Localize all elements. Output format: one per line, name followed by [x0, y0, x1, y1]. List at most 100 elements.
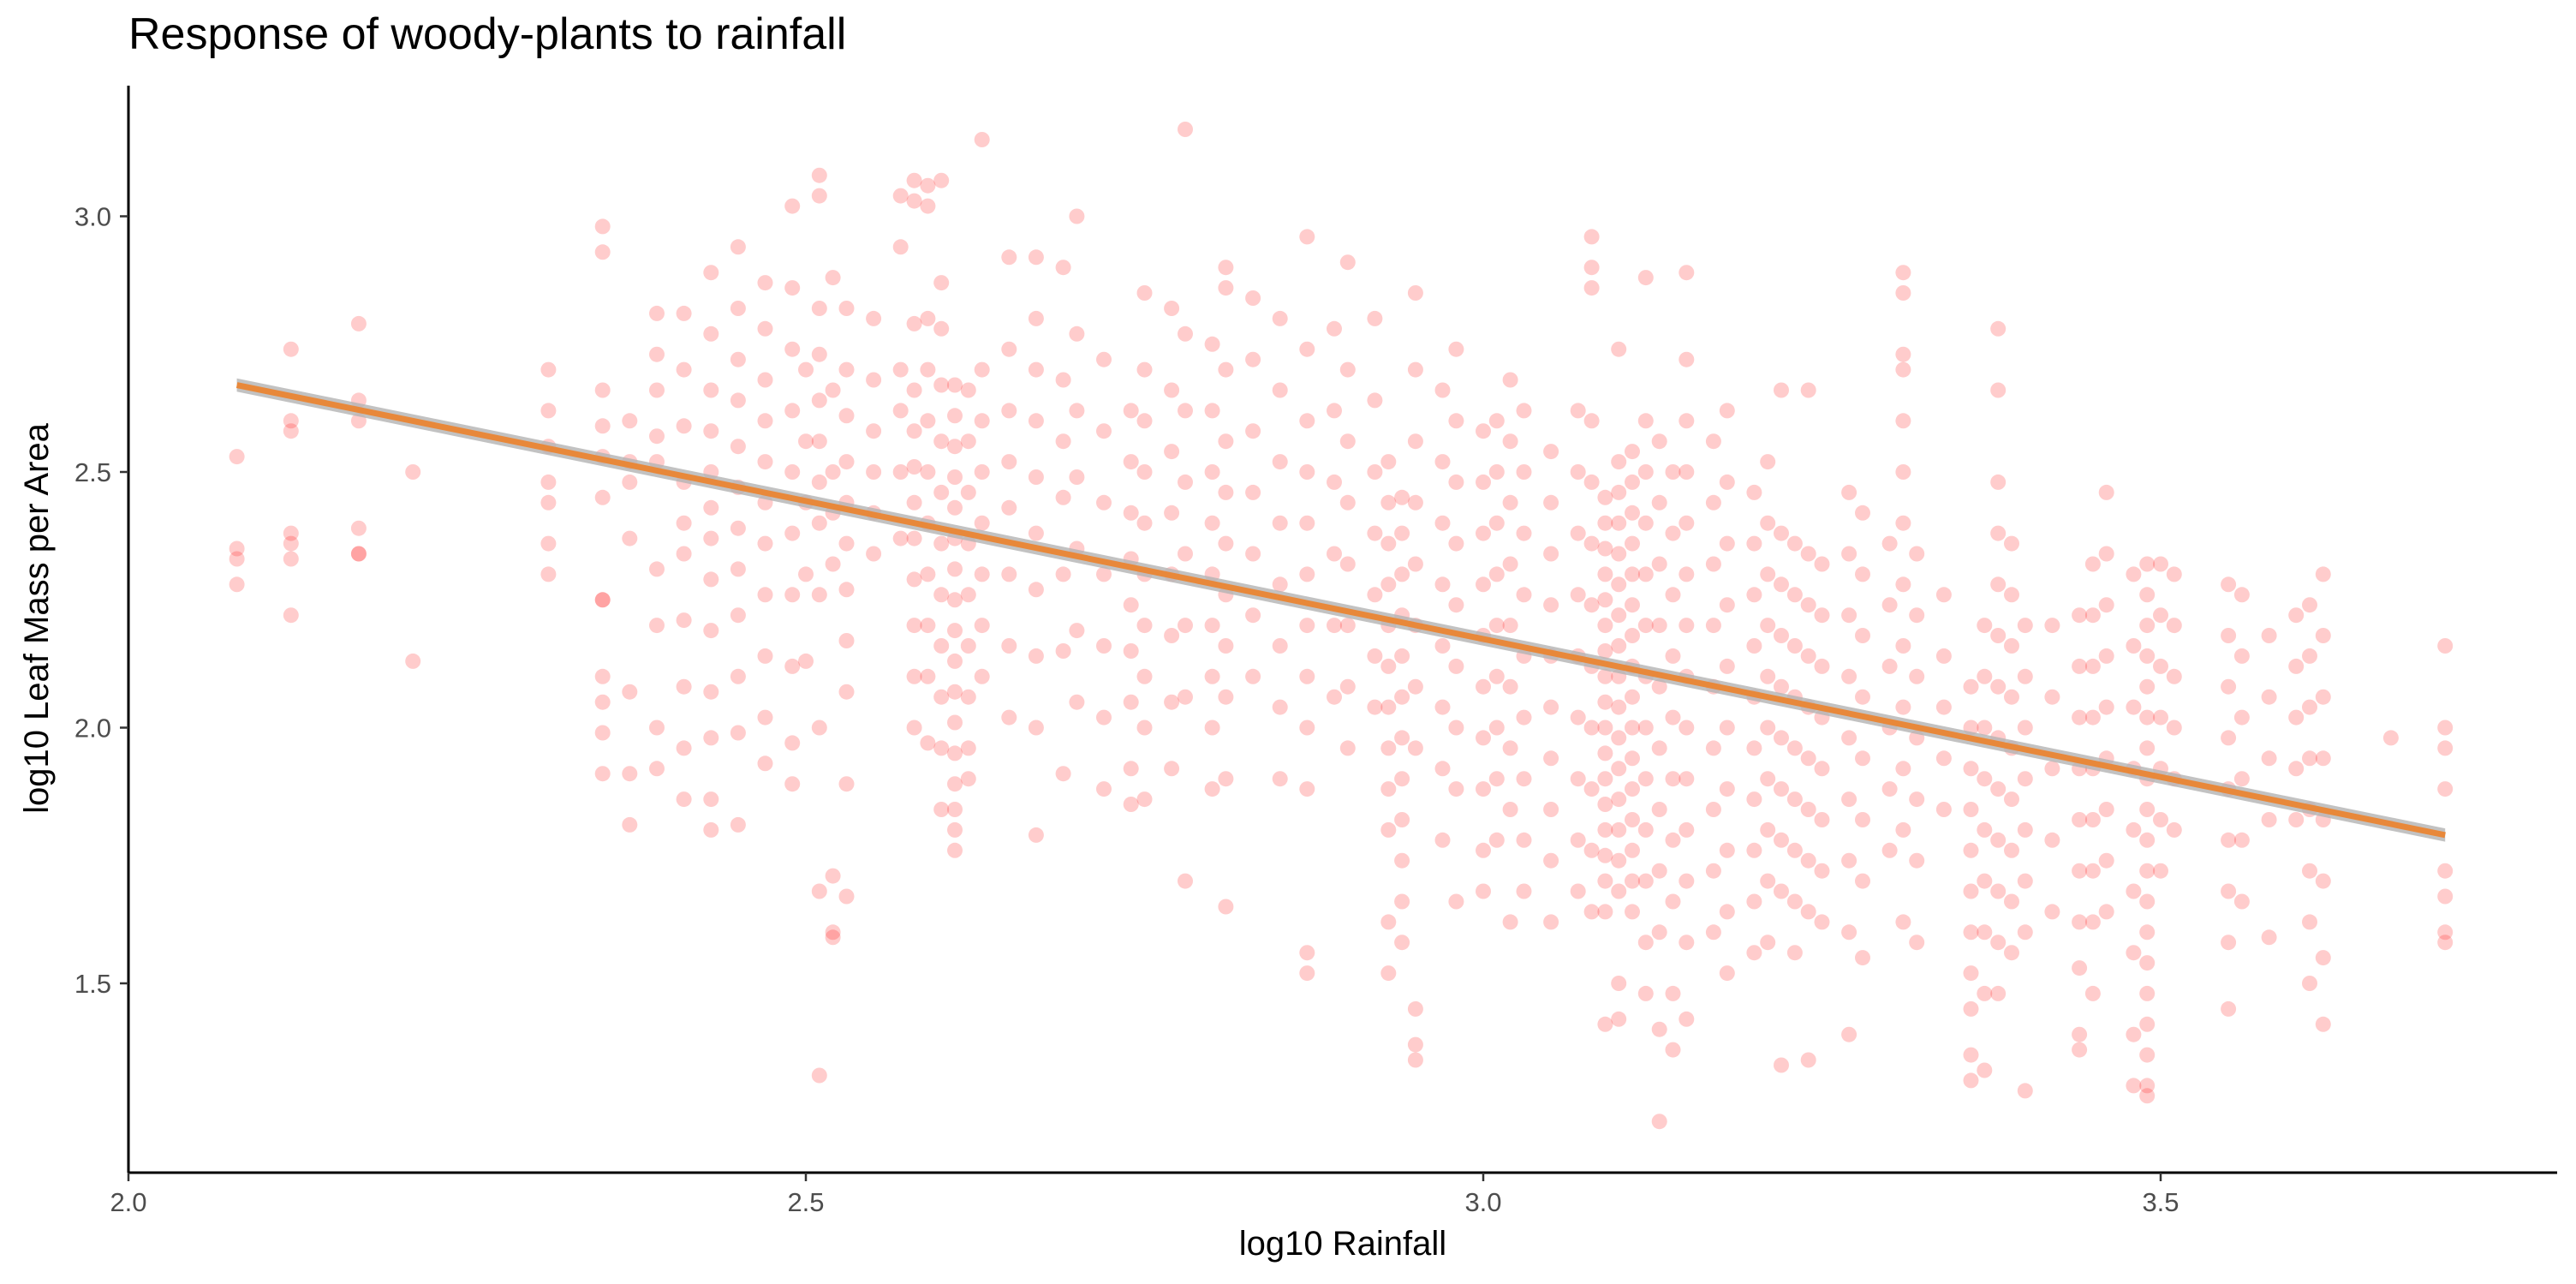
data-point: [676, 678, 692, 695]
data-point: [2044, 832, 2060, 848]
data-point: [1001, 341, 1017, 357]
data-point: [1136, 361, 1153, 378]
data-point: [1977, 720, 1993, 736]
chart-title: Response of woody-plants to rainfall: [128, 9, 847, 59]
data-point: [1651, 1021, 1667, 1037]
data-point: [1774, 1057, 1789, 1073]
data-point: [1516, 709, 1532, 726]
data-point: [2233, 893, 2250, 910]
data-point: [1786, 842, 1803, 858]
data-point: [1367, 699, 1383, 715]
data-point: [811, 1067, 827, 1084]
data-point: [1448, 341, 1464, 357]
data-point: [1394, 730, 1410, 746]
data-point: [2166, 566, 2182, 582]
data-point: [405, 653, 421, 669]
data-point: [1394, 852, 1410, 869]
data-point: [1597, 618, 1613, 634]
data-point: [730, 239, 746, 255]
data-point: [1963, 883, 1979, 899]
data-point: [2288, 812, 2305, 827]
data-point: [1679, 935, 1695, 951]
data-point: [1367, 310, 1383, 326]
data-point: [1625, 842, 1640, 858]
data-point: [1597, 797, 1613, 812]
data-point: [866, 546, 882, 562]
data-point: [757, 648, 773, 664]
data-point: [2126, 699, 2142, 715]
data-point: [2017, 1083, 2033, 1099]
data-point: [2382, 730, 2399, 746]
data-point: [1597, 566, 1613, 582]
data-point: [1719, 474, 1735, 490]
data-point: [2139, 1088, 2156, 1104]
data-point: [866, 310, 882, 326]
data-point: [1774, 730, 1789, 746]
data-point: [1625, 750, 1640, 767]
data-point: [1178, 618, 1193, 634]
data-point: [1786, 638, 1803, 654]
data-point: [2221, 883, 2237, 899]
data-point: [1786, 945, 1803, 961]
data-point: [1895, 761, 1911, 777]
data-point: [784, 525, 801, 541]
data-point: [1123, 643, 1139, 659]
data-point: [1855, 812, 1870, 827]
data-point: [1651, 618, 1667, 634]
data-point: [1434, 699, 1451, 715]
data-point: [1204, 618, 1220, 634]
data-point: [730, 351, 746, 367]
data-point: [1218, 433, 1234, 450]
data-point: [2166, 821, 2182, 838]
data-point: [2315, 950, 2331, 966]
data-point: [1380, 535, 1397, 552]
data-point: [1407, 361, 1423, 378]
data-point: [906, 193, 922, 209]
data-point: [1570, 587, 1586, 603]
data-point: [2437, 888, 2454, 905]
data-point: [1299, 413, 1315, 429]
data-point: [1611, 699, 1627, 715]
data-point: [540, 403, 557, 419]
data-point: [2315, 689, 2331, 705]
data-point: [703, 821, 719, 838]
data-point: [1990, 382, 2007, 398]
data-point: [1665, 525, 1681, 541]
data-point: [1990, 628, 2007, 643]
data-point: [1570, 525, 1586, 541]
data-point: [2098, 904, 2114, 920]
data-point: [1746, 945, 1762, 961]
data-point: [594, 244, 611, 260]
data-point: [798, 361, 814, 378]
data-point: [960, 771, 976, 787]
data-point: [1123, 403, 1139, 419]
data-point: [1665, 587, 1681, 603]
data-point: [2072, 1042, 2088, 1058]
data-point: [825, 270, 841, 286]
data-point: [2302, 863, 2317, 879]
data-point: [1407, 285, 1423, 301]
data-point: [1625, 444, 1640, 460]
data-point: [1488, 720, 1505, 736]
data-point: [960, 587, 976, 603]
data-point: [649, 561, 665, 577]
data-point: [1597, 694, 1613, 710]
data-point: [1895, 699, 1911, 715]
data-point: [1597, 904, 1613, 920]
data-point: [838, 454, 855, 470]
data-point: [947, 684, 963, 700]
data-point: [1895, 515, 1911, 531]
data-point: [649, 382, 665, 398]
data-point: [1164, 628, 1180, 643]
data-point: [622, 474, 638, 490]
data-point: [920, 198, 936, 214]
data-point: [2315, 1016, 2331, 1032]
data-point: [283, 341, 299, 357]
data-point: [838, 684, 855, 700]
data-point: [1963, 761, 1979, 777]
data-point: [1611, 638, 1627, 654]
data-point: [1543, 699, 1559, 715]
data-point: [974, 668, 990, 684]
data-point: [1705, 618, 1721, 634]
data-point: [1164, 444, 1180, 460]
